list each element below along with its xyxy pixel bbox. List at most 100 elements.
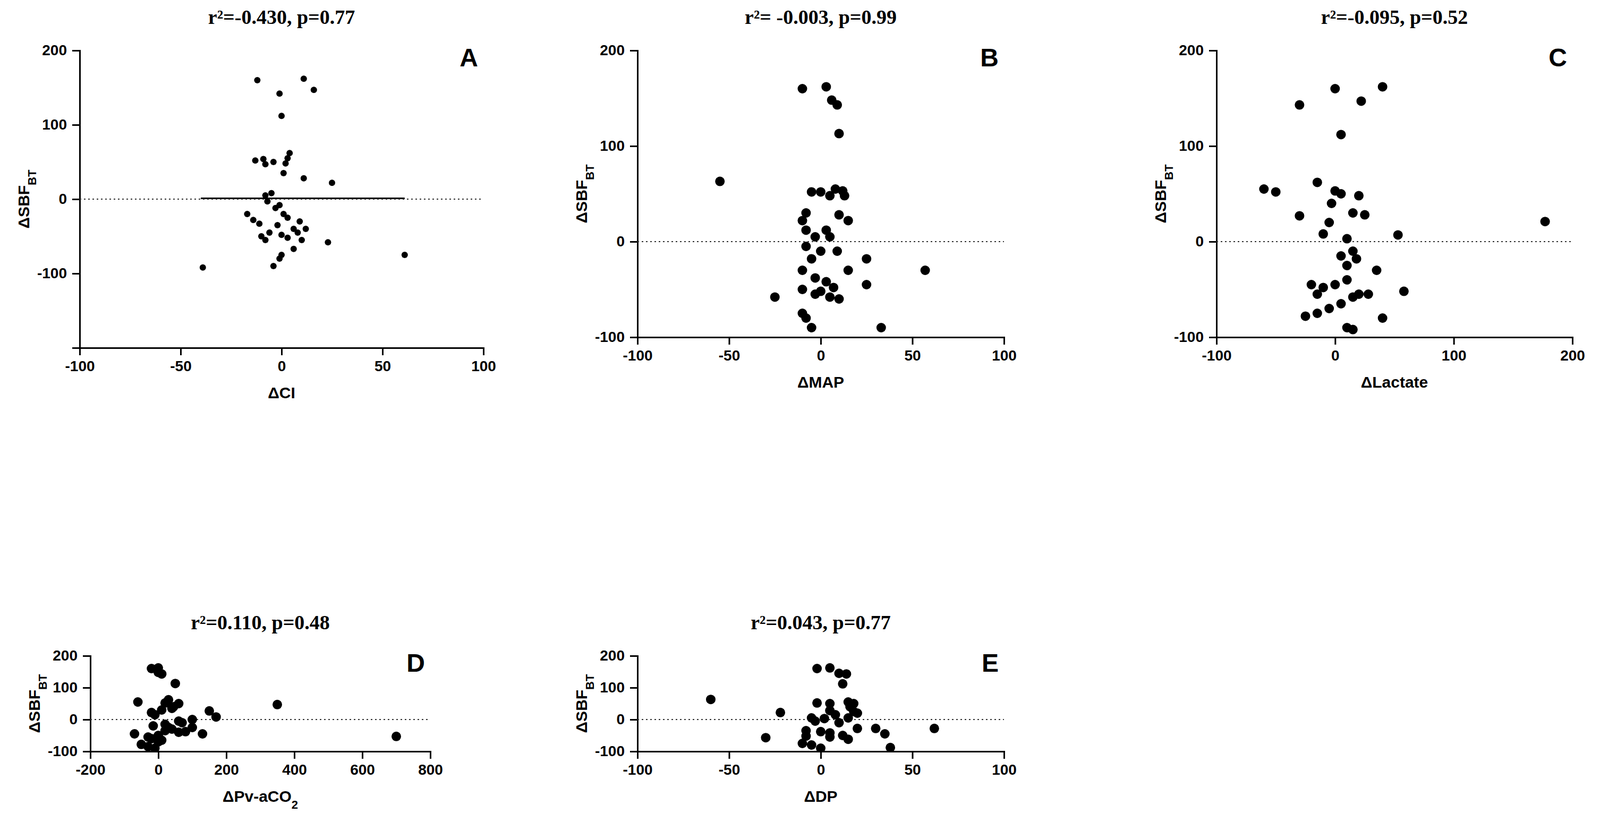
y-axis-title-subscript: BT bbox=[1162, 164, 1176, 181]
tick-mark bbox=[630, 49, 638, 52]
tick-mark bbox=[630, 241, 638, 243]
plot-area bbox=[1216, 81, 1573, 335]
plot-area bbox=[79, 75, 484, 271]
tick-mark bbox=[1003, 751, 1006, 760]
tick-label: 200 bbox=[599, 41, 625, 59]
point bbox=[834, 294, 845, 304]
tick: 100 bbox=[599, 137, 638, 155]
point bbox=[1342, 234, 1352, 244]
tick-label: 800 bbox=[418, 761, 444, 779]
y-axis-title: ΔSBFBT bbox=[14, 169, 39, 229]
tick-mark bbox=[82, 751, 91, 753]
point bbox=[272, 700, 283, 710]
point bbox=[1377, 81, 1388, 92]
point bbox=[801, 313, 811, 323]
point bbox=[819, 713, 830, 724]
tick-mark bbox=[1334, 337, 1336, 345]
point bbox=[270, 262, 277, 270]
panel-label: A bbox=[459, 43, 479, 72]
reference-line bbox=[79, 198, 484, 200]
point bbox=[324, 239, 331, 246]
x-axis-title-subscript: 2 bbox=[291, 798, 299, 812]
tick-mark bbox=[912, 337, 914, 345]
point bbox=[834, 718, 845, 728]
point bbox=[276, 90, 283, 97]
panel-label: C bbox=[1548, 43, 1568, 72]
axis-line bbox=[1216, 337, 1573, 346]
axis-line bbox=[82, 656, 91, 753]
panel: -1000100200-1000100200r²=-0.095, p=0.52C… bbox=[1151, 5, 1586, 391]
point bbox=[775, 708, 786, 718]
y-axis-title: ΔSBFBT bbox=[572, 164, 597, 224]
tick-label: -100 bbox=[1201, 347, 1232, 364]
tick-label: -100 bbox=[37, 265, 67, 282]
tick: 600 bbox=[350, 751, 376, 779]
tick-label: 200 bbox=[599, 647, 625, 665]
point bbox=[1336, 251, 1347, 261]
tick: 100 bbox=[991, 337, 1017, 364]
tick-label: -100 bbox=[622, 761, 653, 779]
point bbox=[276, 255, 283, 262]
tick: -100 bbox=[594, 743, 638, 760]
point bbox=[300, 75, 308, 82]
tick-label: 50 bbox=[374, 358, 391, 375]
tick-label: 0 bbox=[616, 233, 625, 250]
tick: 800 bbox=[418, 751, 444, 779]
point bbox=[280, 169, 287, 177]
point bbox=[815, 727, 826, 737]
point bbox=[284, 234, 291, 242]
plot-area bbox=[637, 81, 1004, 333]
point bbox=[1312, 177, 1323, 187]
tick: -100 bbox=[1201, 337, 1232, 364]
point bbox=[298, 236, 305, 244]
axis-line bbox=[80, 348, 484, 356]
tick: 100 bbox=[52, 679, 91, 696]
reference-line bbox=[90, 719, 431, 721]
tick-mark bbox=[361, 751, 364, 760]
point bbox=[278, 112, 285, 119]
point bbox=[824, 191, 835, 201]
point bbox=[797, 284, 808, 295]
tick: 100 bbox=[1441, 337, 1467, 364]
tick-label: -100 bbox=[594, 328, 625, 346]
point bbox=[1399, 286, 1409, 297]
point bbox=[815, 186, 826, 197]
y-axis-title-text: ΔSBF bbox=[572, 180, 591, 224]
point bbox=[801, 225, 811, 235]
point bbox=[797, 83, 808, 94]
point bbox=[841, 669, 851, 679]
tick-label: 0 bbox=[616, 711, 625, 728]
point bbox=[163, 722, 174, 733]
tick-label: 0 bbox=[69, 711, 78, 728]
tick-mark bbox=[636, 337, 639, 345]
tick-label: 0 bbox=[816, 347, 826, 364]
tick-label: 100 bbox=[1441, 347, 1467, 364]
point bbox=[843, 265, 854, 276]
x-axis-title: ΔDP bbox=[803, 787, 838, 806]
y-axis-title-subscript: BT bbox=[583, 164, 597, 181]
tick: -100 bbox=[47, 743, 91, 760]
point bbox=[1372, 265, 1382, 276]
point bbox=[1393, 230, 1403, 240]
point bbox=[1348, 208, 1358, 218]
panel-label: E bbox=[981, 649, 999, 678]
point bbox=[391, 732, 402, 742]
tick-label: -100 bbox=[64, 358, 95, 375]
point bbox=[167, 703, 177, 714]
point bbox=[302, 225, 310, 233]
point bbox=[824, 663, 835, 674]
point bbox=[815, 246, 826, 257]
point bbox=[824, 232, 835, 242]
point bbox=[401, 251, 408, 259]
point bbox=[929, 724, 940, 734]
point bbox=[290, 245, 297, 253]
point bbox=[262, 160, 269, 168]
y-axis-title-text: ΔSBF bbox=[1151, 180, 1170, 224]
tick: -100 bbox=[64, 347, 95, 375]
point bbox=[705, 694, 716, 705]
tick-label: 0 bbox=[1195, 233, 1204, 250]
point bbox=[797, 215, 808, 226]
panel-label: D bbox=[406, 649, 425, 678]
point bbox=[1330, 83, 1340, 94]
panel: -100-50050100-1000100200r²=0.043, p=0.77… bbox=[572, 611, 1017, 806]
